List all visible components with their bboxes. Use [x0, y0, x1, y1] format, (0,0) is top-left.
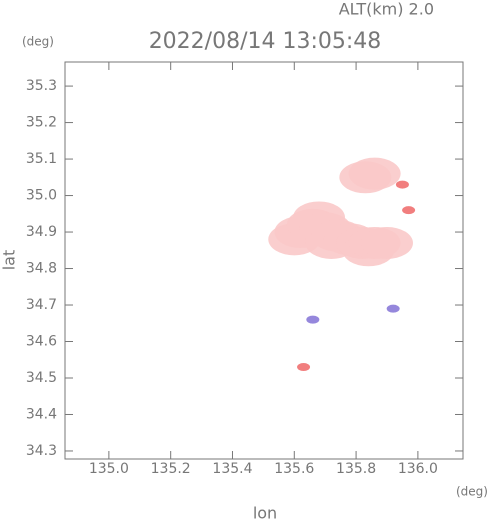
x-axis-label: lon: [253, 504, 277, 521]
x-tick-label: 135.6: [274, 461, 314, 477]
x-tick-label: 136.0: [398, 461, 438, 477]
x-tick-label: 135.8: [336, 461, 376, 477]
y-tick-label: 34.8: [26, 261, 57, 277]
y-tick-label: 34.6: [26, 334, 57, 350]
echo: [348, 157, 401, 190]
y-tick-label: 35.1: [26, 151, 57, 167]
subtitle: ALT(km) 2.0: [339, 0, 434, 19]
echo: [402, 206, 416, 215]
chart-title: 2022/08/14 13:05:48: [149, 29, 382, 54]
echo: [395, 180, 409, 189]
y-tick-label: 34.3: [26, 443, 57, 459]
y-tick-label: 34.7: [26, 297, 57, 313]
plot-frame: [64, 61, 464, 460]
y-tick-label: 34.4: [26, 406, 57, 422]
echo: [386, 304, 400, 313]
y-axis-label: lat: [0, 250, 19, 271]
y-tick-label: 35.3: [26, 78, 57, 94]
y-unit: (deg): [22, 35, 54, 49]
x-tick-label: 135.4: [212, 461, 252, 477]
echo: [360, 226, 413, 259]
x-unit: (deg): [456, 485, 488, 499]
echo: [297, 363, 311, 372]
y-tick-label: 35.2: [26, 115, 57, 131]
y-tick-label: 34.5: [26, 370, 57, 386]
x-tick-label: 135.2: [151, 461, 191, 477]
echo: [306, 315, 320, 324]
y-tick-label: 34.9: [26, 224, 57, 240]
y-tick-label: 35.0: [26, 188, 57, 204]
x-tick-label: 135.0: [89, 461, 129, 477]
